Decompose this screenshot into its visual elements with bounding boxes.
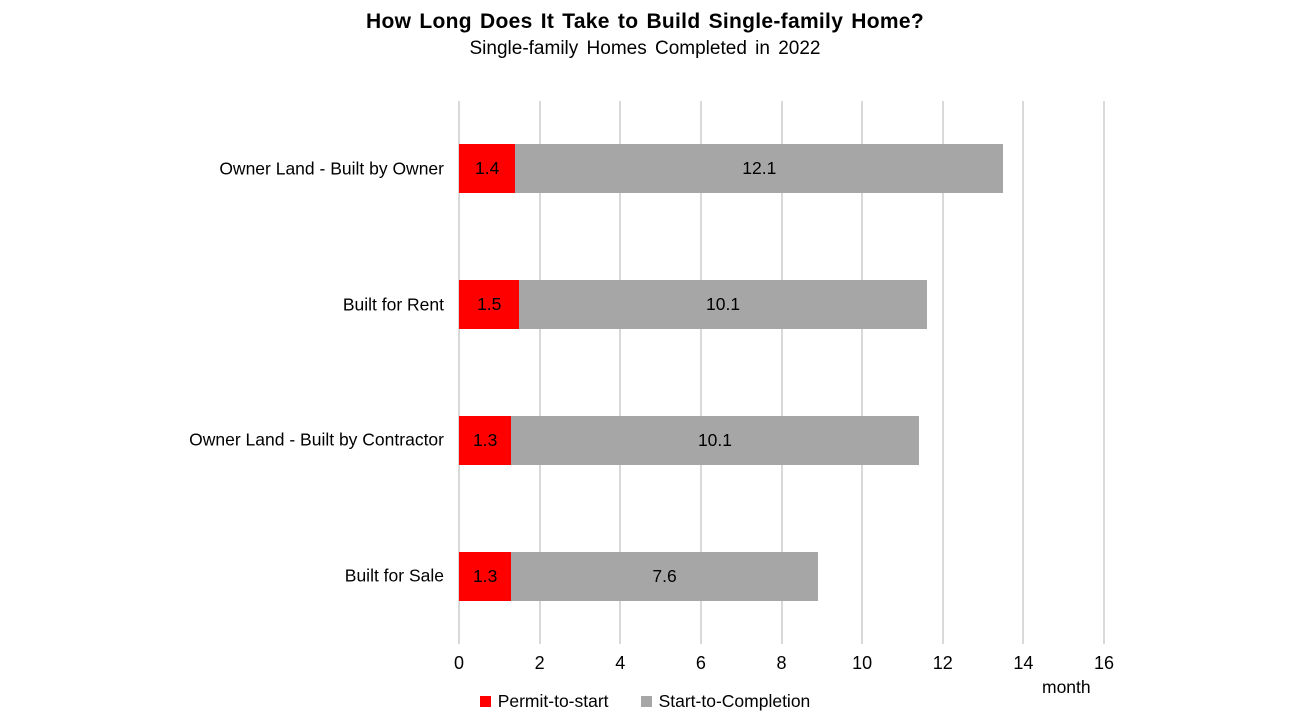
x-tick-label-2: 2 (534, 653, 545, 673)
legend-item-start-to-completion: Start-to-Completion (640, 691, 811, 712)
chart-subtitle: Single-family Homes Completed in 2022 (469, 38, 821, 59)
x-tick-label-6: 6 (695, 653, 706, 673)
x-tick-label-4: 4 (615, 653, 626, 673)
gridline-x-14 (1022, 101, 1025, 644)
legend-item-permit-to-start: Permit-to-start (479, 691, 609, 712)
bar-segment-start-to-completion: 10.1 (511, 415, 919, 465)
bar-segment-start-to-completion: 10.1 (519, 280, 927, 330)
legend: Permit-to-start Start-to-Completion (0, 691, 1290, 712)
category-label: Built for Sale (344, 565, 444, 586)
x-axis-unit-label: month (1042, 677, 1091, 697)
bar-segment-permit-to-start: 1.5 (459, 280, 520, 330)
bar-row: 1.3 10.1 (459, 415, 1104, 465)
x-axis-tick-labels: 0 2 4 6 8 10 12 14 16 (454, 653, 1114, 675)
bar-segment-start-to-completion: 12.1 (515, 144, 1004, 194)
gridline-x-16 (1103, 101, 1105, 644)
gridline-x-0 (458, 101, 460, 644)
bar-segment-permit-to-start: 1.4 (459, 144, 516, 194)
x-tick-label-8: 8 (776, 653, 787, 673)
plot-area: 1.4 12.1 1.5 10.1 1.3 10.1 1.3 7.6 (458, 101, 1105, 644)
legend-label: Permit-to-start (497, 691, 609, 711)
category-axis-labels: Owner Land - Built by Owner Built for Ren… (0, 101, 444, 644)
legend-marker-icon (479, 696, 491, 707)
x-tick-label-10: 10 (852, 653, 873, 673)
gridline-x-6 (699, 101, 702, 644)
bar-row: 1.5 10.1 (459, 280, 1104, 330)
bar-row: 1.4 12.1 (459, 144, 1104, 194)
gridline-x-2 (538, 101, 541, 644)
bar-segment-permit-to-start: 1.3 (459, 415, 512, 465)
x-tick-label-12: 12 (932, 653, 953, 673)
category-label: Owner Land - Built by Owner (219, 158, 444, 179)
gridline-x-4 (619, 101, 622, 644)
legend-label: Start-to-Completion (658, 691, 811, 711)
category-label: Built for Rent (342, 294, 444, 315)
gridline-x-8 (780, 101, 783, 644)
bar-segment-permit-to-start: 1.3 (459, 551, 512, 601)
x-tick-label-16: 16 (1093, 653, 1115, 673)
bar-row: 1.3 7.6 (459, 551, 1104, 601)
legend-marker-icon (640, 696, 652, 707)
gridline-x-12 (941, 101, 944, 644)
category-label: Owner Land - Built by Contractor (189, 429, 444, 450)
x-tick-label-0: 0 (453, 653, 465, 673)
x-tick-label-14: 14 (1013, 653, 1034, 673)
bar-segment-start-to-completion: 7.6 (511, 551, 818, 601)
chart-title: How Long Does It Take to Build Single-fa… (366, 10, 924, 33)
gridline-x-10 (861, 101, 864, 644)
